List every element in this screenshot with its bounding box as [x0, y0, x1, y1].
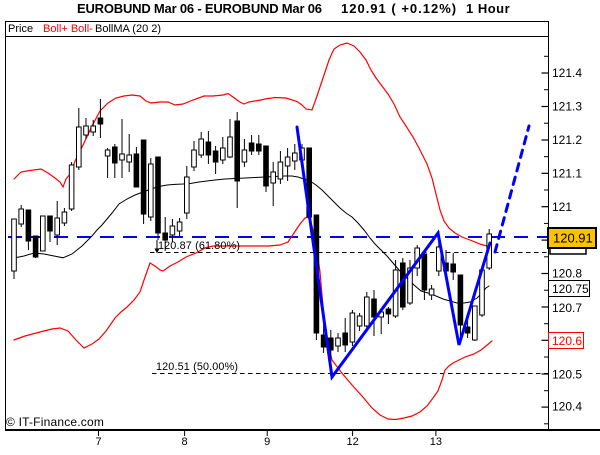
svg-text:120.91: 120.91	[553, 231, 593, 246]
svg-text:13: 13	[430, 436, 442, 448]
svg-text:Price: Price	[8, 23, 33, 35]
svg-text:© IT-Finance.com: © IT-Finance.com	[6, 415, 104, 429]
svg-text:121.4: 121.4	[552, 66, 582, 80]
svg-text:120.6: 120.6	[552, 334, 582, 348]
svg-text:120.51 (50.00%): 120.51 (50.00%)	[156, 361, 238, 373]
svg-text:121.3: 121.3	[552, 100, 582, 114]
svg-text:BollMA (20 2): BollMA (20 2)	[95, 23, 161, 35]
svg-text:120.87 (61.80%): 120.87 (61.80%)	[158, 240, 240, 252]
svg-text:EUROBUND Mar 06 - EUROBUND Mar: EUROBUND Mar 06 - EUROBUND Mar 06	[77, 1, 322, 16]
svg-text:7: 7	[95, 436, 101, 448]
svg-text:120.7: 120.7	[552, 301, 582, 315]
svg-text:12: 12	[346, 436, 358, 448]
svg-text:1 Hour: 1 Hour	[466, 1, 510, 16]
svg-text:121.1: 121.1	[552, 167, 582, 181]
svg-text:121.2: 121.2	[552, 133, 582, 147]
svg-text:Boll+ Boll-: Boll+ Boll-	[43, 23, 93, 35]
svg-text:120.5: 120.5	[552, 367, 582, 381]
svg-text:120.75: 120.75	[552, 282, 589, 296]
svg-text:120.8: 120.8	[552, 267, 582, 281]
svg-text:121: 121	[552, 200, 572, 214]
svg-text:120.91 ( +0.12%): 120.91 ( +0.12%)	[341, 1, 457, 16]
svg-text:8: 8	[182, 436, 188, 448]
svg-text:9: 9	[264, 436, 270, 448]
svg-text:120.4: 120.4	[552, 400, 582, 414]
